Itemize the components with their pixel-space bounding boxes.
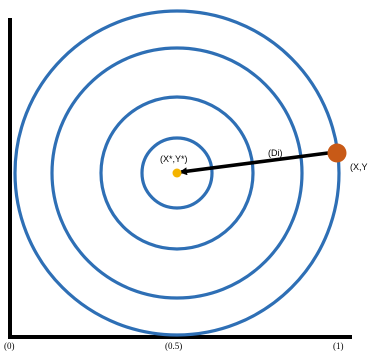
outer-point-label: (X,Y	[350, 162, 368, 172]
center-point-label: (X*,Y*)	[160, 154, 188, 164]
x-tick-1: (1)	[333, 341, 344, 351]
center-point	[172, 168, 182, 178]
outer-point	[327, 143, 347, 163]
ring-2	[99, 95, 255, 251]
ring-1	[140, 136, 214, 210]
ring-4	[13, 9, 341, 337]
x-tick-0-5: (0.5)	[165, 341, 182, 351]
ring-3	[50, 46, 304, 300]
x-tick-0: (0)	[4, 341, 15, 351]
distance-arrow	[179, 151, 329, 176]
concentric-rings	[13, 9, 341, 337]
distance-label: (Di)	[268, 148, 283, 158]
